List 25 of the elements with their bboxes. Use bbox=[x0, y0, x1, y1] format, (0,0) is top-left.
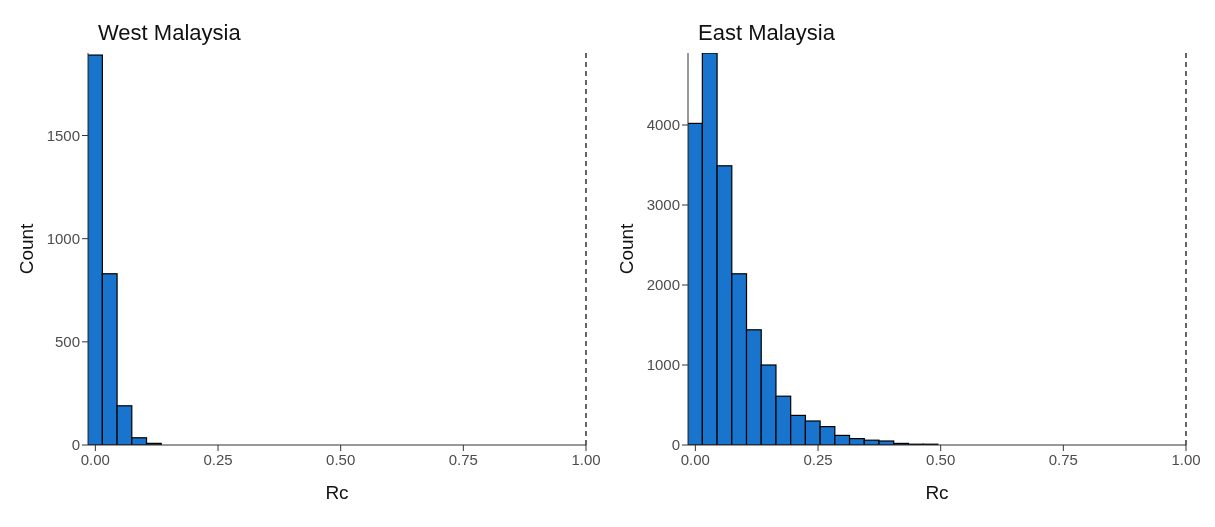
x-tick-label: 0.25 bbox=[203, 451, 233, 468]
x-tick-label: 0.50 bbox=[926, 451, 956, 468]
y-tick-label: 4000 bbox=[646, 116, 680, 134]
y-axis-title: Count bbox=[15, 222, 37, 275]
y-tick-label: 1500 bbox=[46, 126, 80, 144]
y-tick-label: 1000 bbox=[646, 356, 680, 374]
x-tick-label: 0.50 bbox=[326, 451, 356, 468]
y-tick-label: 500 bbox=[54, 333, 80, 351]
x-tick-label: 0.00 bbox=[80, 451, 110, 468]
x-axis-title: Rc bbox=[325, 482, 349, 503]
y-axis-title: Count bbox=[615, 222, 637, 275]
y-tick-label: 3000 bbox=[646, 196, 680, 214]
y-tick-label: 2000 bbox=[646, 276, 680, 294]
y-tick-label: 0 bbox=[671, 436, 680, 454]
x-tick-label: 0.25 bbox=[803, 451, 833, 468]
x-tick-label: 0.00 bbox=[680, 451, 710, 468]
y-tick-label: 0 bbox=[71, 436, 80, 454]
x-tick-label: 1.00 bbox=[571, 451, 601, 468]
chart-title: West Malaysia bbox=[98, 20, 241, 46]
x-axis-title: Rc bbox=[925, 482, 949, 503]
chart-title: East Malaysia bbox=[698, 20, 835, 46]
x-tick-label: 0.75 bbox=[448, 451, 478, 468]
x-tick-label: 1.00 bbox=[1171, 451, 1201, 468]
x-tick-label: 0.75 bbox=[1048, 451, 1078, 468]
y-tick-label: 1000 bbox=[46, 230, 80, 248]
